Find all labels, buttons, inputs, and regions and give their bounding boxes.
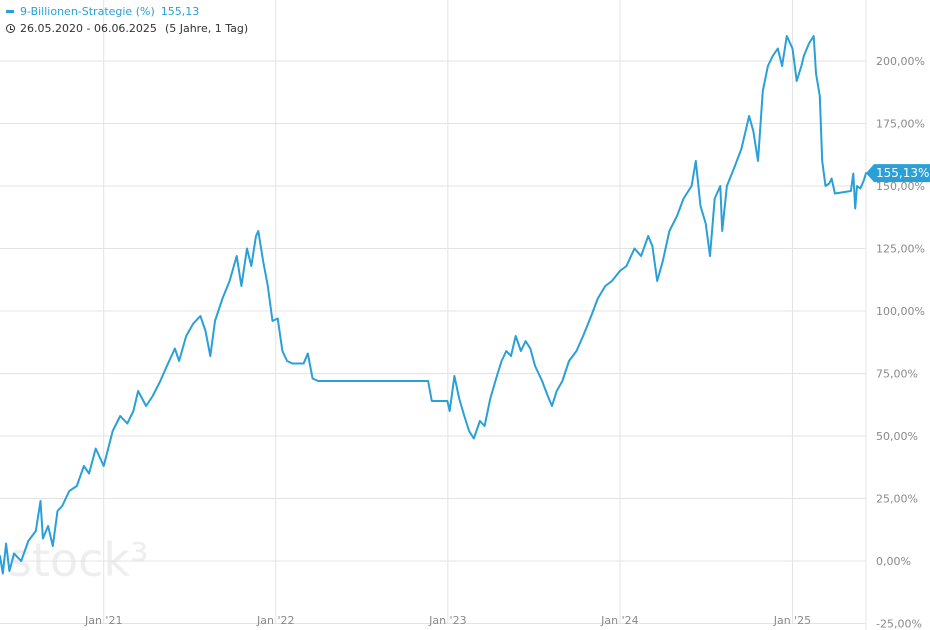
x-axis-labels: Jan '21 Jan '22 Jan '23 Jan '24 Jan '25 [84,614,811,627]
y-tick-label: 150,00% [876,180,925,193]
grid [0,0,867,630]
y-tick-label: 25,00% [876,493,918,506]
y-tick-label: 200,00% [876,55,925,68]
clock-icon [6,24,15,33]
y-tick-label: 50,00% [876,430,918,443]
x-tick-label: Jan '21 [84,614,122,627]
y-tick-label: 175,00% [876,118,925,131]
chart-legend: 9-Billionen-Strategie (%) 155,13 [6,5,199,18]
y-tick-label: -25,00% [876,618,922,630]
y-axis-labels: -25,00% 0,00% 25,00% 50,00% 75,00% 100,00% 125… [876,55,925,630]
series-swatch [6,10,14,13]
y-tick-label: 100,00% [876,305,925,318]
y-tick-label: 0,00% [876,555,911,568]
last-value-badge-shape [866,164,930,183]
x-tick-label: Jan '22 [256,614,294,627]
x-tick-label: Jan '25 [773,614,811,627]
date-range-span: (5 Jahre, 1 Tag) [164,22,249,35]
last-value-badge: 155,13% [866,164,930,183]
last-value-badge-text: 155,13% [876,166,929,180]
y-tick-label: 125,00% [876,243,925,256]
date-range: 26.05.2020 - 06.06.2025 (5 Jahre, 1 Tag) [6,22,248,35]
date-range-dates: 26.05.2020 - 06.06.2025 [20,22,157,35]
series-line [0,35,867,575]
legend-series-label: 9-Billionen-Strategie (%) [20,5,155,18]
legend-last-value: 155,13 [160,5,200,18]
watermark-logo: stock³ [8,533,149,587]
x-tick-label: Jan '23 [428,614,466,627]
series-line-group [0,35,867,575]
x-tick-label: Jan '24 [600,614,638,627]
y-tick-label: 75,00% [876,368,918,381]
